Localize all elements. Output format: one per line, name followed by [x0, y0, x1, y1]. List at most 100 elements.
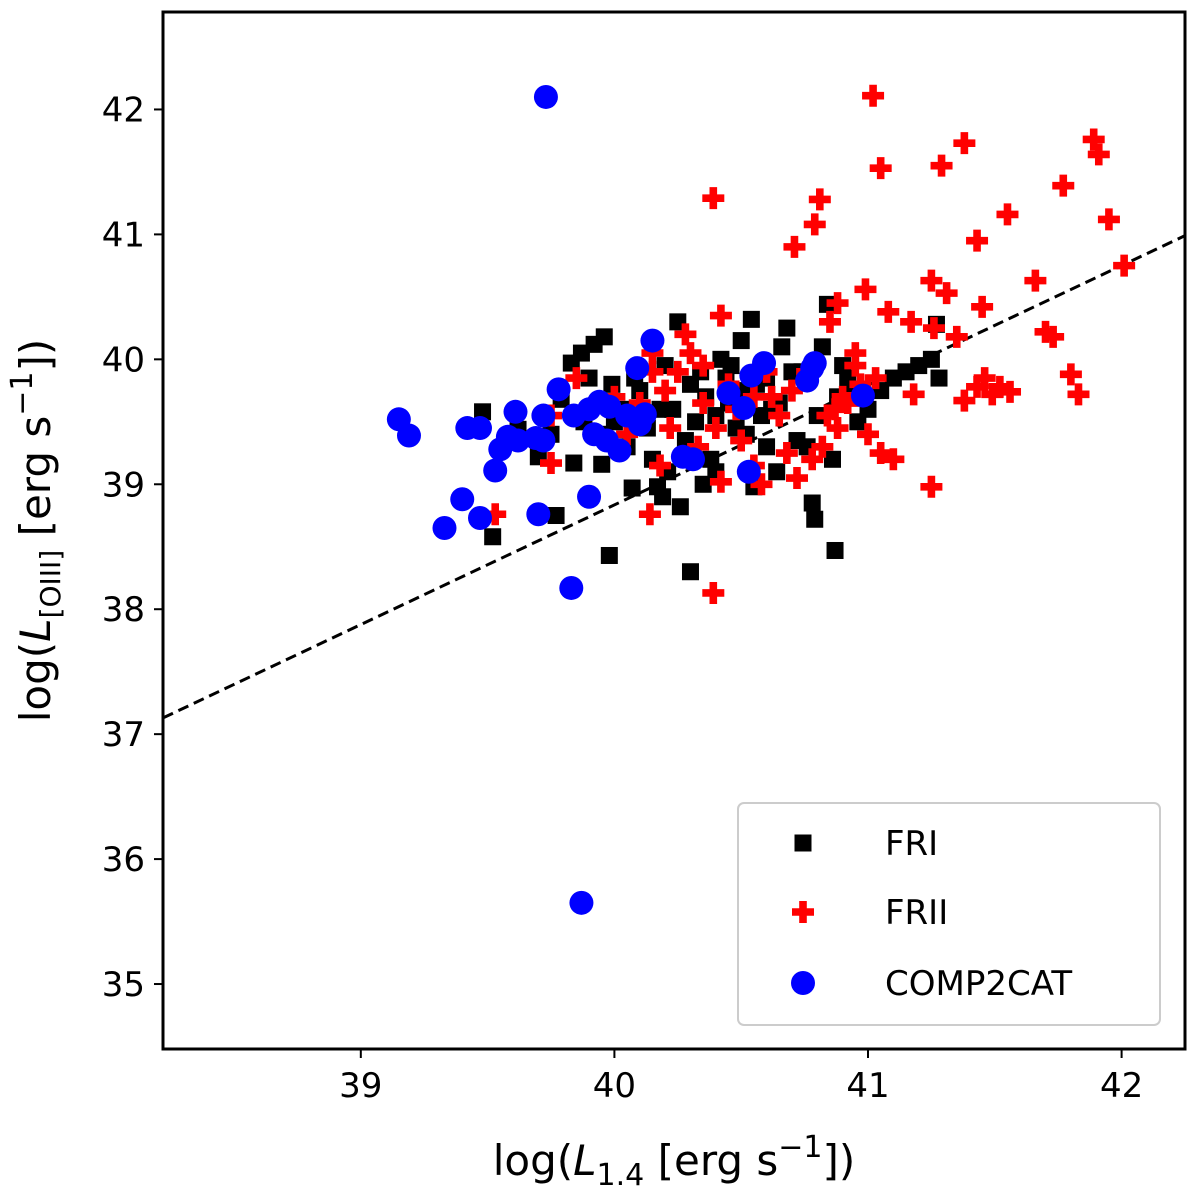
frii-point	[920, 475, 943, 498]
fri-point	[580, 369, 598, 387]
frii-point	[1082, 128, 1105, 151]
legend-item-comp2cat: COMP2CAT	[791, 964, 1072, 1004]
legend-marker-fri	[794, 834, 812, 852]
frii-point	[641, 342, 664, 365]
frii-point	[922, 317, 945, 340]
frii-point	[1097, 208, 1120, 231]
fri-point	[484, 528, 502, 546]
fri-point	[826, 541, 844, 559]
frii-point	[1087, 143, 1110, 166]
frii-point	[783, 235, 806, 258]
frii-point	[930, 154, 953, 177]
frii-point	[654, 379, 677, 402]
legend-box	[737, 802, 1161, 1026]
frii-point	[811, 435, 834, 458]
frii-point	[826, 417, 849, 440]
plot-frame	[161, 10, 1187, 1051]
fri-point	[654, 488, 672, 506]
y-tick-label: 40	[102, 340, 145, 380]
frii-point	[836, 392, 859, 415]
frii-point	[824, 398, 847, 421]
fri-point	[768, 463, 786, 481]
legend: FRI FRII COMP2CAT	[737, 802, 1161, 1026]
axis-ticks: 39 40 41 42 35 36 37 38 39 40 41 42	[102, 90, 1143, 1106]
comp2cat-point	[569, 890, 594, 915]
comp2cat-point	[640, 328, 665, 353]
frii-point	[953, 132, 976, 155]
frii-point	[1113, 254, 1136, 277]
comp2cat-point	[450, 487, 475, 512]
frii-point	[750, 473, 773, 496]
frii-point	[1067, 383, 1090, 406]
comp2cat-point	[467, 506, 492, 531]
frii-point	[659, 417, 682, 440]
frii-point	[869, 157, 892, 180]
frii-point	[760, 385, 783, 408]
frii-point	[768, 404, 791, 427]
comp2cat-point	[559, 575, 584, 600]
frii-point	[816, 404, 839, 427]
frii-point	[981, 383, 1004, 406]
frii-point	[920, 269, 943, 292]
frii-point	[540, 452, 563, 475]
frii-point	[674, 323, 697, 346]
frii-point	[900, 310, 923, 333]
frii-point	[801, 448, 824, 471]
frii-point	[808, 188, 831, 211]
x-axis-label: log(L1.4 [erg s−1])	[493, 1130, 856, 1193]
comp2cat-point	[396, 423, 421, 448]
frii-point	[775, 442, 798, 465]
comp2cat-point	[546, 377, 571, 402]
frii-point	[666, 360, 689, 383]
frii-point	[709, 304, 732, 327]
legend-label: COMP2CAT	[885, 964, 1072, 1004]
frii-point	[988, 375, 1011, 398]
fri-point	[930, 369, 948, 387]
comp2cat-point	[625, 356, 650, 381]
fri-point	[474, 403, 492, 421]
frii-point	[687, 435, 710, 458]
comp2cat-point	[681, 447, 706, 472]
fri-point	[823, 450, 841, 468]
comp2cat-point	[716, 381, 741, 406]
comp2cat-point	[503, 399, 528, 424]
frii-point	[1024, 269, 1047, 292]
legend-marker-frii	[792, 901, 814, 923]
frii-point	[641, 360, 664, 383]
frii-point	[826, 292, 849, 315]
fri-point	[681, 375, 699, 393]
frii-point	[1052, 174, 1075, 197]
frii-point	[857, 423, 880, 446]
comp2cat-point	[752, 351, 777, 376]
comp2cat-point	[577, 484, 602, 509]
y-tick-label: 41	[102, 215, 145, 255]
frii-point	[996, 203, 1019, 226]
x-tick-label: 40	[593, 1066, 636, 1106]
fri-point	[722, 357, 740, 375]
frii-point	[1034, 320, 1057, 343]
comp2cat-point	[597, 394, 622, 419]
y-axis-label: log(L[OIII] [erg s−1])	[5, 339, 67, 723]
frii-point	[702, 581, 725, 604]
fri-point	[623, 479, 641, 497]
comp2cat-point	[627, 412, 652, 437]
fri-point	[547, 507, 565, 525]
frii-point	[780, 379, 803, 402]
frii-point	[945, 325, 968, 348]
frii-point	[935, 282, 958, 305]
comp2cat-point	[488, 437, 513, 462]
frii-point	[803, 213, 826, 236]
series-comp2cat	[386, 84, 875, 915]
fri-point	[565, 454, 583, 472]
frii-point	[616, 423, 639, 446]
frii-point	[649, 454, 672, 477]
comp2cat-point	[531, 428, 556, 453]
fri-point	[694, 475, 712, 493]
fri-point	[600, 546, 618, 564]
frii-point	[679, 342, 702, 365]
frii-point	[742, 385, 765, 408]
x-tick-label: 41	[846, 1066, 889, 1106]
fri-point	[732, 332, 750, 350]
legend-item-frii: FRII	[792, 893, 948, 933]
